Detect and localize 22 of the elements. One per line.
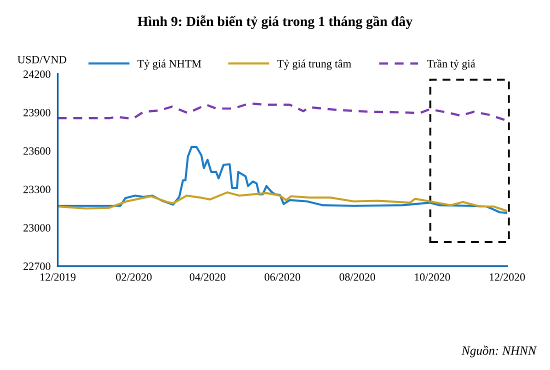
text: Nguồn: NHNN bbox=[461, 346, 537, 358]
y-tick-label: 23300 bbox=[24, 186, 50, 194]
chart-title: Hình 9: Diễn biến tỷ giá trong 1 tháng gần đây bbox=[138, 15, 412, 30]
y-tick-label: 23600 bbox=[24, 147, 50, 155]
line-series bbox=[58, 102, 508, 122]
x-tick-label: 06/2020 bbox=[264, 273, 300, 281]
y-tick-label: 23000 bbox=[24, 224, 50, 232]
x-tick-label: 08/2020 bbox=[340, 273, 376, 281]
y-tick-label: 23900 bbox=[24, 108, 50, 116]
legend-label: Tỷ giá NHTM bbox=[138, 60, 202, 70]
legend-label: Trần tỷ giá bbox=[427, 59, 476, 70]
x-tick-label: 12/2020 bbox=[490, 273, 525, 281]
legend-label: Tỷ giá trung tâm bbox=[277, 60, 352, 70]
x-tick-label: 10/2020 bbox=[414, 273, 450, 281]
x-tick-label: 02/2020 bbox=[116, 273, 152, 281]
x-tick-label: 12/2019 bbox=[40, 273, 76, 281]
y-tick-label: 22700 bbox=[24, 262, 50, 270]
line-series bbox=[58, 146, 508, 214]
y-tick-label: 24200 bbox=[24, 70, 50, 78]
line-series bbox=[58, 191, 508, 212]
y-axis-title: USD/VND bbox=[18, 56, 66, 64]
x-tick-label: 04/2020 bbox=[190, 273, 226, 281]
